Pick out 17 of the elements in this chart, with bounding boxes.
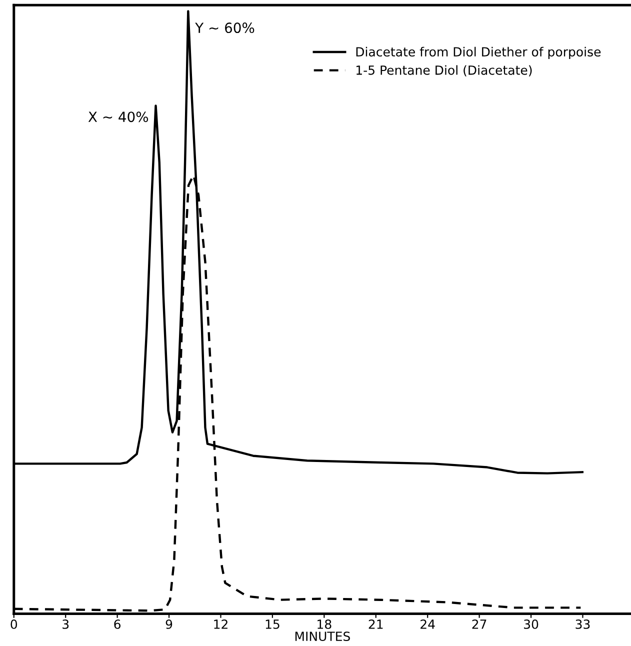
annotation: Y ∼ 60%: [195, 22, 254, 34]
x-tick-label: 3: [62, 619, 69, 629]
x-tick-label: 9: [166, 619, 172, 629]
x-tick-label: 0: [10, 619, 18, 629]
legend-label: 1-5 Pentane Diol (Diacetate): [356, 65, 532, 76]
annotation: X ∼ 40%: [88, 112, 148, 122]
x-tick-label: 18: [318, 619, 332, 629]
x-tick-label: 21: [368, 619, 383, 629]
x-tick-label: 27: [472, 619, 486, 629]
x-axis-title: MINUTES: [295, 632, 350, 642]
x-tick-label: 24: [420, 619, 435, 629]
x-tick-label: 30: [524, 619, 538, 629]
x-tick-label: 6: [114, 619, 120, 629]
x-tick-label: 15: [266, 620, 280, 629]
legend-label: Diacetate from Diol Diether of porpoise: [356, 46, 601, 59]
x-tick-label: 33: [576, 619, 590, 629]
x-tick-label: 12: [214, 619, 228, 629]
